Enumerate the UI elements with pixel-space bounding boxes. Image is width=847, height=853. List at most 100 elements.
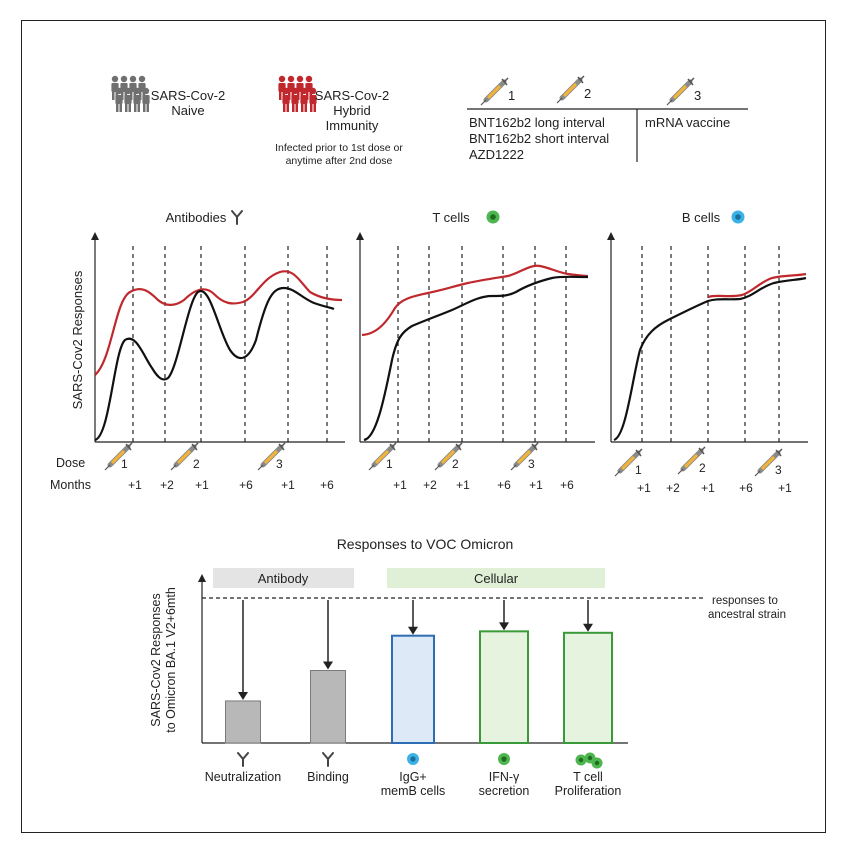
dose-1-label: 1 (386, 457, 393, 471)
antibody-icon (237, 752, 249, 767)
antibody-header-box (213, 568, 354, 588)
naive-response-curve (363, 275, 589, 442)
hybrid-note-line2: anytime after 2nd dose (286, 155, 393, 167)
dose-2-label: 2 (699, 461, 706, 475)
dose-3-label: 3 (276, 457, 283, 471)
hybrid-note-line1: Infected prior to 1st dose or (275, 142, 403, 154)
month-label: +6 (320, 478, 334, 492)
table-dose-1: 1 (508, 88, 515, 103)
t-cells-panel: 1 2 3 +1 +2 +1 +6 +1 +6 (356, 232, 595, 492)
figure-frame (21, 20, 826, 833)
syringe-icon (105, 443, 132, 470)
panel-title-b-cells: B cells (682, 210, 721, 225)
month-label: +1 (456, 478, 470, 492)
ancestral-label-line2: ancestral strain (708, 609, 786, 621)
b-cells-panel: 1 2 3 +1 +2 +1 +6 +1 (607, 232, 808, 495)
reduction-arrow-head (238, 691, 248, 700)
months-row-label: Months (50, 478, 91, 492)
month-label: +2 (160, 478, 174, 492)
syringe-icon (481, 78, 508, 105)
panel-title-antibodies: Antibodies (166, 210, 227, 225)
bar-neutralization (225, 700, 261, 744)
hybrid-label-line2: Hybrid (333, 103, 371, 118)
syringe-icon (557, 76, 584, 103)
dose-1-label: 1 (121, 457, 128, 471)
naive-label-line1: SARS-Cov-2 (151, 88, 225, 103)
bar-t-cell-proliferation (563, 631, 613, 744)
omicron-chart-title: Responses to VOC Omicron (337, 536, 514, 552)
hybrid-people-icon (278, 75, 317, 112)
naive-response-curve (94, 286, 335, 442)
bar-label-ifn-line1: IFN-γ (489, 770, 520, 784)
table-row-2: BNT162b2 short interval (469, 131, 609, 146)
green-cell-icon (498, 753, 510, 765)
hybrid-response-curve (94, 270, 343, 376)
syringe-icon (667, 78, 694, 105)
table-row-1: BNT162b2 long interval (469, 115, 605, 130)
dose-gridlines (132, 246, 328, 442)
bar-label-tcell-line1: T cell (573, 770, 603, 784)
reduction-arrow-head (499, 622, 509, 631)
month-label: +1 (128, 478, 142, 492)
reduction-arrows (238, 600, 593, 700)
month-label: +6 (497, 478, 511, 492)
month-label: +6 (560, 478, 574, 492)
timeline-y-axis-label: SARS-Cov2 Responses (70, 270, 85, 409)
bar-ifn-gamma-secretion (479, 630, 529, 744)
panel-title-t-cells: T cells (432, 210, 470, 225)
dose-2-label: 2 (452, 457, 459, 471)
antibodies-panel: 1 2 3 +1 +2 +1 +6 +1 +6 (91, 232, 345, 492)
hybrid-label-line1: SARS-Cov-2 (315, 88, 389, 103)
bar-igg-memb-cells (391, 634, 435, 745)
month-label: +1 (393, 478, 407, 492)
dose-gridlines (641, 246, 780, 442)
antibody-icon (231, 210, 243, 225)
month-label: +2 (423, 478, 437, 492)
green-cell-cluster-icon (575, 752, 603, 769)
green-cell-icon (486, 210, 500, 224)
dose-row-label: Dose (56, 456, 85, 470)
month-label: +6 (239, 478, 253, 492)
hybrid-response-curve (707, 272, 807, 299)
dose-gridlines (397, 246, 567, 442)
bar-label-igg-line2: memB cells (381, 784, 446, 798)
reduction-arrow-head (583, 623, 593, 632)
reduction-arrow-head (323, 661, 333, 670)
table-row-3: AZD1222 (469, 147, 524, 162)
table-dose-2: 2 (584, 86, 591, 101)
cellular-header-box (387, 568, 605, 588)
blue-cell-icon (731, 210, 745, 224)
bar-label-igg-line1: IgG+ (399, 770, 426, 784)
bar-label-binding: Binding (307, 770, 349, 784)
hybrid-response-curve (361, 264, 589, 337)
antibody-header-label: Antibody (258, 571, 309, 586)
bar-binding (310, 670, 346, 744)
month-label: +1 (637, 481, 651, 495)
month-label: +1 (701, 481, 715, 495)
bar-label-tcell-line2: Proliferation (555, 784, 622, 798)
bar-label-neutralization: Neutralization (205, 770, 281, 784)
reduction-arrow-head (408, 626, 418, 635)
table-row-mrna: mRNA vaccine (645, 115, 730, 130)
vaccine-table: 1 2 3 BNT162b2 long interval BNT162b2 sh… (467, 76, 748, 162)
month-label: +1 (529, 478, 543, 492)
dose-1-label: 1 (635, 463, 642, 477)
month-label: +6 (739, 481, 753, 495)
dose-2-label: 2 (193, 457, 200, 471)
omicron-y-label-line1: SARS-Cov2 Responses (149, 593, 163, 726)
dose-3-label: 3 (528, 457, 535, 471)
naive-response-curve (613, 276, 807, 442)
omicron-y-label-line2: to Omicron BA.1 V2+6mth (164, 587, 178, 733)
cellular-header-label: Cellular (474, 571, 519, 586)
month-label: +2 (666, 481, 680, 495)
antibody-icon (322, 752, 334, 767)
month-label: +1 (281, 478, 295, 492)
month-label: +1 (778, 481, 792, 495)
table-dose-3: 3 (694, 88, 701, 103)
naive-people-icon (111, 75, 150, 112)
dose-3-label: 3 (775, 463, 782, 477)
naive-label-line2: Naive (171, 103, 204, 118)
month-label: +1 (195, 478, 209, 492)
ancestral-label-line1: responses to (712, 595, 778, 607)
